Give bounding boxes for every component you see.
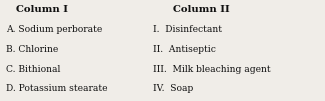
Text: III.  Milk bleaching agent: III. Milk bleaching agent <box>153 65 270 74</box>
Text: I.  Disinfectant: I. Disinfectant <box>153 25 222 34</box>
Text: C. Bithional: C. Bithional <box>6 65 61 74</box>
Text: Column I: Column I <box>16 5 68 14</box>
Text: A. Sodium perborate: A. Sodium perborate <box>6 25 103 34</box>
Text: B. Chlorine: B. Chlorine <box>6 45 59 54</box>
Text: Column II: Column II <box>173 5 230 14</box>
Text: IV.  Soap: IV. Soap <box>153 84 193 93</box>
Text: D. Potassium stearate: D. Potassium stearate <box>6 84 108 93</box>
Text: II.  Antiseptic: II. Antiseptic <box>153 45 215 54</box>
